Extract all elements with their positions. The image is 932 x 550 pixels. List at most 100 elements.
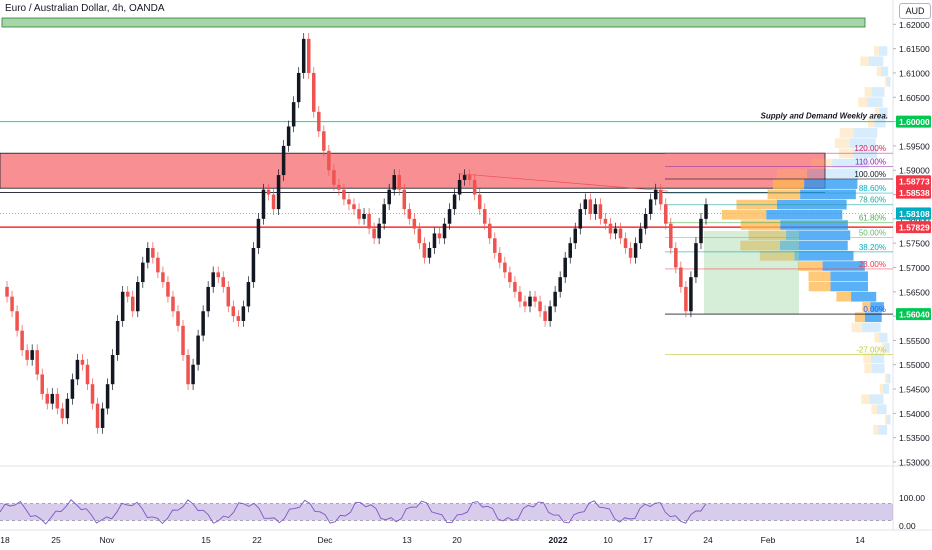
candle-body — [477, 194, 482, 210]
candle-body — [40, 374, 44, 394]
candle-body — [266, 189, 271, 195]
price-tag-text: 1.60000 — [899, 117, 930, 127]
volume-profile-bar-blue — [832, 158, 869, 169]
candle-body — [412, 218, 417, 229]
candle-body — [80, 359, 85, 365]
candle-body — [588, 199, 593, 214]
candle-body — [452, 194, 457, 210]
fib-level-label: 61.80% — [859, 214, 886, 223]
volume-profile-bar-blue — [874, 117, 886, 128]
volume-profile-bar-orange — [881, 343, 885, 353]
candle-body — [181, 325, 185, 356]
candle-body — [90, 384, 95, 404]
y-tick-label: 1.60500 — [899, 93, 930, 103]
candle-body — [643, 213, 648, 229]
candle-body — [130, 296, 135, 312]
candle-body — [105, 384, 110, 409]
candle-body — [422, 243, 427, 258]
candle-body — [327, 150, 331, 171]
x-tick-label: Feb — [761, 535, 776, 545]
candle-body — [352, 204, 356, 210]
volume-profile-bar-blue — [887, 373, 891, 384]
y-tick-label: 1.55000 — [899, 360, 930, 370]
candle-body — [699, 218, 703, 244]
candle-body — [382, 204, 386, 224]
volume-profile-bar-blue — [879, 107, 888, 118]
trend-line — [457, 173, 669, 192]
volume-profile-bar-blue — [871, 353, 885, 363]
candle-body — [633, 243, 638, 258]
candle-body — [161, 272, 165, 283]
candle-body — [664, 204, 668, 224]
volume-profile-bar-orange — [873, 46, 879, 56]
candle-body — [447, 209, 452, 224]
volume-profile-bar-blue — [870, 302, 884, 312]
candle-body — [20, 330, 24, 351]
x-tick-label: 14 — [855, 535, 865, 545]
volume-profile-bar-blue — [871, 363, 885, 374]
volume-profile-bar-blue — [830, 281, 869, 292]
x-tick-label: 22 — [252, 535, 262, 545]
candle-body — [85, 364, 90, 385]
fib-level-label: 88.60% — [859, 184, 886, 193]
candle-body — [246, 282, 251, 307]
volume-profile-bar-orange — [851, 322, 863, 333]
candle-body — [100, 408, 105, 428]
volume-profile-bar-blue — [887, 414, 891, 425]
volume-profile-bar-orange — [861, 394, 870, 404]
annotation-text: Supply and Demand Weekly area. — [761, 112, 888, 121]
candle-body — [347, 199, 351, 205]
volume-profile-bar-orange — [808, 271, 831, 282]
volume-profile-bar-blue — [869, 394, 884, 404]
x-tick-label: Dec — [317, 535, 333, 545]
price-tag — [896, 207, 931, 220]
candle-body — [533, 296, 537, 302]
candle-body — [281, 145, 286, 176]
candle-body — [432, 233, 437, 249]
candle-body — [156, 257, 160, 273]
candle-body — [60, 408, 65, 419]
volume-profile-bar-blue — [779, 240, 848, 251]
y-tick-label: 1.56500 — [899, 287, 930, 297]
candle-body — [669, 223, 673, 249]
candle-body — [70, 379, 75, 399]
candle-body — [30, 350, 34, 360]
volume-profile-bar-orange — [874, 332, 880, 343]
volume-profile-bar-orange — [864, 87, 872, 97]
supply-demand-zone-top — [1, 17, 866, 28]
candle-body — [110, 355, 115, 385]
price-tag-text: 1.57829 — [899, 223, 930, 233]
volume-profile-bar-orange — [797, 261, 823, 271]
y-tick-label: 1.55500 — [899, 336, 930, 346]
y-tick-label: 1.61000 — [899, 68, 930, 78]
candle-body — [553, 291, 557, 307]
candle-body — [236, 316, 241, 321]
supply-zone-red — [0, 152, 826, 189]
volume-profile-bar-blue — [881, 66, 889, 77]
candle-body — [337, 184, 341, 190]
volume-profile-bar-orange — [808, 281, 831, 292]
price-tag-text: 1.58108 — [899, 209, 930, 219]
price-tag — [896, 175, 931, 188]
candle-body — [472, 179, 477, 195]
volume-profile-bar-orange — [759, 250, 795, 261]
volume-profile-bar-blue — [878, 46, 888, 56]
candle-body — [407, 209, 412, 219]
candle-body — [528, 296, 532, 307]
volume-profile-bar-orange — [858, 97, 868, 108]
volume-profile-bar-orange — [871, 404, 878, 415]
fib-level-label: 50.00% — [859, 228, 886, 237]
candle-body — [50, 393, 55, 404]
currency-button[interactable]: AUD — [899, 3, 931, 19]
candle-body — [638, 228, 643, 244]
y-tick-label: 1.61500 — [899, 44, 930, 54]
candle-body — [332, 170, 336, 185]
candle-body — [176, 311, 180, 326]
candle-body — [548, 306, 552, 321]
candle-body — [427, 248, 432, 258]
volume-profile-bar-orange — [884, 76, 887, 87]
price-tag — [896, 308, 931, 321]
x-tick-label: 24 — [703, 535, 713, 545]
